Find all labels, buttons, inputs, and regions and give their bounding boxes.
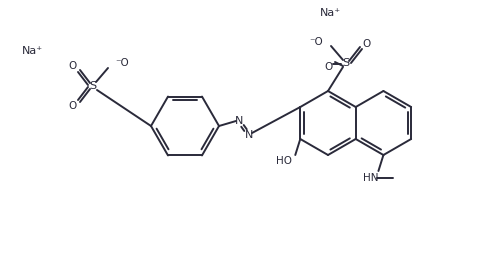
Text: S: S [90,81,97,91]
Text: O: O [324,62,332,72]
Text: N: N [235,116,243,126]
Text: Na⁺: Na⁺ [320,8,341,18]
Text: ⁻O: ⁻O [309,37,323,47]
Text: HO: HO [276,156,293,166]
Text: O: O [68,101,76,111]
Text: N: N [245,130,253,140]
Text: O: O [68,61,76,71]
Text: S: S [343,58,349,68]
Text: HN: HN [363,173,378,183]
Text: O: O [362,39,370,49]
Text: ⁻O: ⁻O [115,58,129,68]
Text: Na⁺: Na⁺ [22,46,43,56]
